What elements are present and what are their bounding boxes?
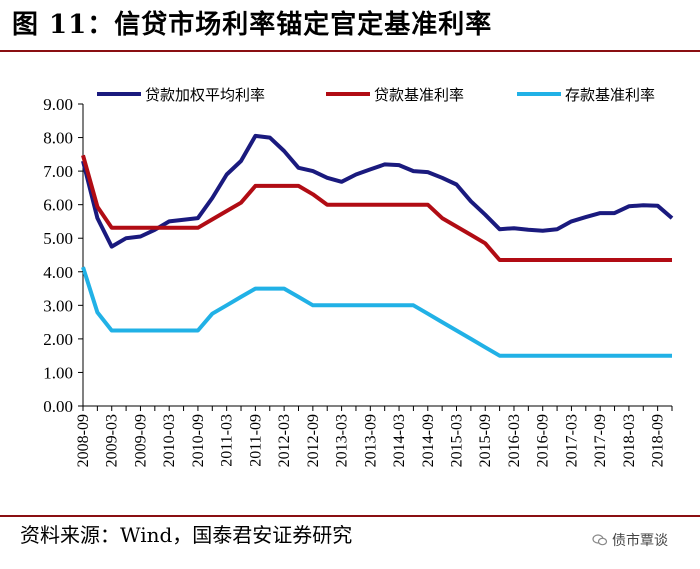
y-tick-label: 7.00 [43, 162, 73, 181]
x-tick-label: 2018-09 [650, 414, 667, 467]
y-axis-ticks: 0.00 1.00 2.00 3.00 4.00 5.00 6.00 7.00 8.00 9.00 [43, 95, 83, 416]
top-rule [0, 50, 700, 52]
y-tick-label: 5.00 [43, 229, 73, 248]
series-layer [81, 133, 674, 358]
series-line-3 [81, 266, 672, 358]
y-tick-label: 3.00 [43, 296, 73, 315]
wechat-icon [592, 534, 608, 546]
line-chart: 贷款加权平均利率 贷款基准利率 存款基准利率 2008-09 2009-03 2009-… [43, 86, 674, 467]
x-tick-label: 2012-09 [305, 414, 322, 467]
x-tick-label: 2014-09 [420, 414, 437, 467]
x-tick-label: 2011-03 [219, 414, 236, 467]
y-tick-label: 6.00 [43, 196, 73, 215]
axes-layer [82, 104, 672, 407]
x-tick-label: 2013-03 [334, 414, 351, 467]
x-tick-label: 2017-03 [563, 414, 580, 467]
x-tick-label: 2009-09 [132, 414, 149, 467]
watermark-text: 债市覃谈 [612, 533, 668, 549]
x-axis-ticks: 2008-09 2009-03 2009-09 2010-03 2010-09 2011-… [75, 406, 673, 467]
y-tick-label: 0.00 [43, 397, 73, 416]
y-tick-label: 1.00 [43, 363, 73, 382]
x-tick-label: 2008-09 [75, 414, 92, 467]
bottom-rule [0, 515, 700, 517]
legend-label-3: 存款基准利率 [565, 86, 655, 104]
y-tick-label: 2.00 [43, 330, 73, 349]
y-tick-label: 9.00 [43, 95, 73, 114]
x-tick-label: 2012-03 [276, 414, 293, 467]
x-tick-label: 2015-09 [477, 414, 494, 467]
x-tick-label: 2009-03 [104, 414, 121, 467]
legend-label-1: 贷款加权平均利率 [145, 86, 265, 104]
x-tick-label: 2010-03 [161, 414, 178, 467]
legend: 贷款加权平均利率 贷款基准利率 存款基准利率 [97, 86, 655, 104]
x-tick-label: 2014-03 [391, 414, 408, 467]
chart-title: 图 11：信贷市场利率锚定官定基准利率 [12, 10, 493, 40]
x-tick-label: 2017-09 [592, 414, 609, 467]
x-tick-label: 2010-09 [190, 414, 207, 467]
x-tick-label: 2016-03 [506, 414, 523, 467]
x-tick-label: 2016-09 [535, 414, 552, 467]
x-tick-label: 2018-03 [621, 414, 638, 467]
source-note: 资料来源：Wind，国泰君安证券研究 [20, 523, 353, 547]
y-tick-label: 8.00 [43, 129, 73, 148]
x-tick-label: 2013-09 [362, 414, 379, 467]
watermark: 债市覃谈 [592, 530, 668, 550]
legend-label-2: 贷款基准利率 [374, 86, 464, 104]
series-line-2 [81, 154, 672, 262]
x-tick-label: 2011-09 [247, 414, 264, 467]
series-line-1 [81, 133, 674, 249]
x-tick-label: 2015-03 [449, 414, 466, 467]
y-tick-label: 4.00 [43, 263, 73, 282]
